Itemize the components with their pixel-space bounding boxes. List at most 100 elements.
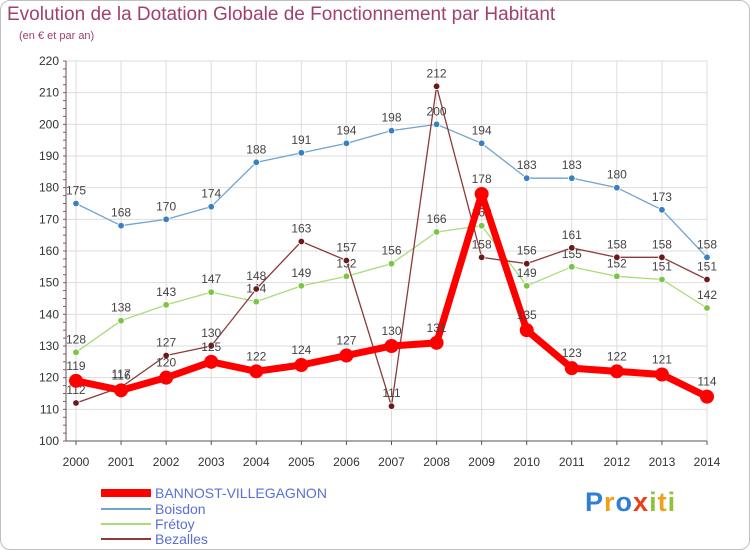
x-tick-label: 2001 [108, 455, 135, 469]
data-label-bannost-villegagnon: 135 [517, 308, 537, 322]
data-point-fr-toy [523, 282, 531, 290]
data-label-bezalles: 156 [517, 244, 537, 258]
logo-letter: P [585, 487, 605, 517]
legend-label-bezalles: Bezalles [155, 531, 208, 547]
logo-letter: t [657, 487, 668, 517]
data-point-boisdon [207, 202, 215, 211]
chart-title: Evolution de la Dotation Globale de Fonc… [7, 4, 556, 25]
data-label-fr-toy: 149 [291, 266, 311, 280]
data-label-bezalles: 130 [201, 326, 221, 340]
y-tick-label: 130 [39, 339, 59, 353]
data-label-bezalles: 117 [112, 367, 131, 381]
data-label-bannost-villegagnon: 124 [291, 343, 311, 357]
data-point-bezalles [387, 402, 396, 410]
data-point-boisdon [658, 206, 666, 214]
y-tick-label: 190 [39, 149, 59, 163]
y-tick-label: 150 [39, 276, 59, 290]
data-point-fr-toy [207, 288, 215, 296]
data-label-fr-toy: 156 [381, 244, 401, 258]
data-label-fr-toy: 151 [652, 260, 672, 274]
data-point-boisdon [523, 174, 531, 182]
legend-swatch-boisdon [101, 508, 151, 510]
logo-letter: x [633, 487, 650, 517]
data-point-fr-toy [72, 348, 80, 357]
data-point-boisdon [252, 158, 260, 167]
legend-label-boisdon: Boisdon [155, 501, 206, 517]
y-tick-label: 170 [39, 212, 59, 226]
data-point-bezalles [703, 275, 711, 284]
data-label-bannost-villegagnon: 120 [156, 356, 176, 370]
data-label-boisdon: 194 [472, 123, 492, 137]
y-tick-label: 110 [40, 402, 59, 416]
legend-swatch-fretoy [101, 523, 151, 525]
data-point-bezalles [523, 259, 531, 268]
y-tick-label: 220 [39, 54, 59, 68]
data-label-boisdon: 173 [652, 190, 672, 204]
data-label-bezalles: 112 [66, 383, 85, 397]
chart-subtitle: (en € et par an) [19, 30, 95, 42]
data-label-bezalles: 158 [652, 237, 672, 251]
data-point-bezalles [613, 253, 621, 262]
data-point-bannost-villegagnon [654, 367, 669, 382]
data-point-boisdon [72, 199, 80, 208]
x-tick-label: 2007 [378, 455, 405, 469]
data-label-bannost-villegagnon: 178 [472, 172, 492, 186]
data-label-fr-toy: 149 [517, 266, 537, 280]
data-label-boisdon: 170 [156, 199, 176, 213]
x-tick-label: 2005 [288, 455, 315, 469]
data-label-bezalles: 158 [472, 237, 492, 251]
data-point-bezalles [207, 342, 215, 350]
data-label-boisdon: 180 [607, 168, 627, 182]
data-label-boisdon: 183 [562, 158, 582, 172]
data-label-bannost-villegagnon: 122 [607, 349, 627, 363]
x-tick-label: 2013 [649, 455, 676, 469]
data-point-bezalles [162, 351, 170, 360]
data-point-boisdon [387, 126, 396, 135]
x-tick-label: 2009 [468, 455, 495, 469]
data-label-bannost-villegagnon: 122 [246, 349, 266, 363]
data-point-bannost-villegagnon [700, 389, 714, 404]
data-label-bezalles: 127 [156, 336, 176, 350]
data-point-boisdon [613, 183, 621, 192]
y-tick-label: 120 [39, 371, 59, 385]
data-label-bezalles: 157 [336, 241, 356, 255]
data-point-bannost-villegagnon [429, 335, 444, 350]
legend-swatch-bannost [101, 489, 151, 497]
data-point-bannost-villegagnon [474, 187, 489, 201]
y-tick-label: 140 [39, 307, 59, 321]
x-tick-label: 2003 [198, 455, 225, 469]
y-tick-label: 100 [39, 434, 59, 448]
data-point-bannost-villegagnon [159, 370, 174, 385]
data-point-bannost-villegagnon [339, 348, 354, 363]
data-label-fr-toy: 147 [201, 272, 221, 286]
data-label-fr-toy: 142 [697, 288, 717, 302]
x-tick-label: 2011 [559, 455, 585, 469]
logo-letter: i [649, 487, 658, 517]
y-tick-label: 180 [39, 181, 59, 195]
y-tick-label: 210 [39, 86, 59, 100]
data-label-bannost-villegagnon: 123 [562, 346, 582, 360]
logo-letter: o [615, 487, 634, 517]
data-point-bannost-villegagnon [69, 373, 83, 388]
data-point-bezalles [432, 82, 441, 91]
data-label-bannost-villegagnon: 130 [381, 324, 401, 338]
data-point-bezalles [477, 253, 486, 262]
data-label-bannost-villegagnon: 131 [427, 321, 447, 335]
data-point-bannost-villegagnon [609, 364, 624, 379]
data-point-fr-toy [117, 316, 125, 325]
legend-swatch-bezalles [101, 538, 151, 540]
data-label-bannost-villegagnon: 114 [697, 375, 716, 389]
data-label-bezalles: 151 [697, 260, 717, 274]
data-label-bannost-villegagnon: 116 [112, 368, 131, 382]
data-point-bannost-villegagnon [204, 354, 219, 369]
data-label-bannost-villegagnon: 127 [336, 334, 356, 348]
data-point-fr-toy [387, 259, 396, 268]
data-label-boisdon: 168 [111, 206, 131, 220]
data-label-boisdon: 158 [697, 237, 717, 251]
x-tick-label: 2000 [63, 455, 90, 469]
data-point-fr-toy [568, 263, 576, 271]
data-point-boisdon [477, 139, 486, 148]
data-point-fr-toy [658, 275, 666, 284]
